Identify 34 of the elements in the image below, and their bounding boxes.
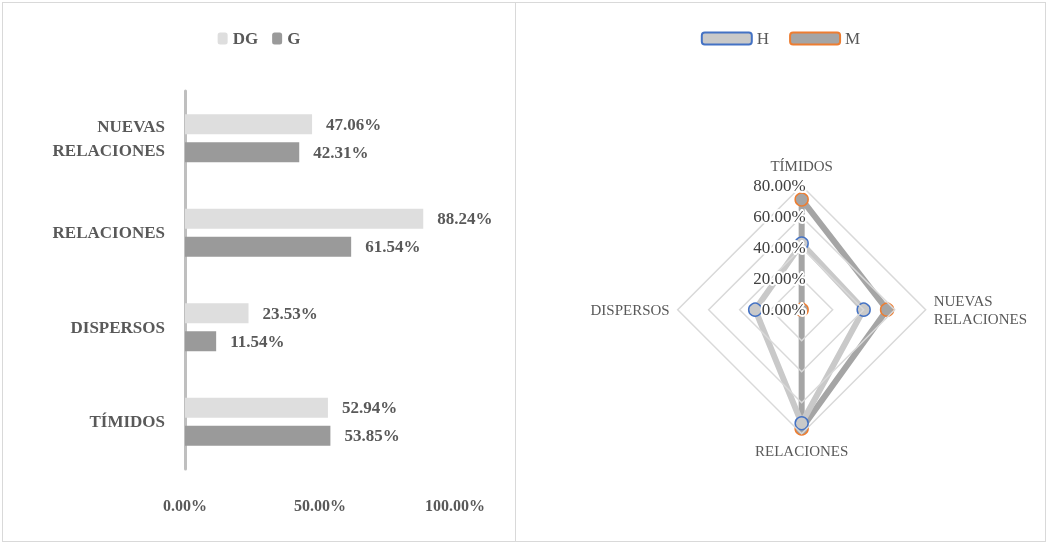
bar (185, 208, 424, 229)
x-tick-label: 0.00% (163, 496, 207, 514)
data-label: 52.94% (341, 398, 398, 418)
y-tick-label: TÍMIDOS (89, 412, 165, 432)
bar (185, 397, 328, 418)
y-tick-label: 80.00% (753, 176, 806, 196)
data-label: 53.85% (344, 426, 400, 446)
bar (185, 236, 352, 257)
data-label: 42.31% (313, 142, 369, 162)
y-tick-label: RELACIONES (52, 223, 165, 243)
spoke-label: NUEVAS RELACIONES (933, 292, 1027, 327)
data-label: 47.06% (326, 114, 382, 134)
x-tick-label: 50.00% (294, 496, 346, 514)
x-tick-label: 100.00% (425, 496, 485, 514)
y-tick-label: DISPERSOS (70, 317, 165, 337)
bar (185, 425, 331, 446)
data-label: 88.24% (437, 209, 493, 229)
spoke-label: DISPERSOS (590, 301, 670, 318)
y-tick-label: 60.00% (753, 207, 806, 227)
legend-label: M (845, 29, 861, 48)
legend-label: DG (232, 29, 259, 48)
data-label: 11.54% (230, 331, 285, 351)
legend-label: H (756, 29, 770, 48)
data-label: 61.54% (365, 237, 421, 257)
y-tick-label: 20.00% (753, 269, 806, 289)
y-tick-label: NUEVAS RELACIONES (52, 116, 165, 160)
legend-label: G (287, 29, 301, 48)
bar (185, 303, 249, 324)
bar (185, 331, 217, 352)
data-label: 23.53% (262, 303, 318, 323)
spoke-label: TÍMIDOS (770, 158, 833, 175)
y-tick-label: 40.00% (753, 238, 806, 258)
bar (185, 114, 313, 135)
bar (185, 142, 300, 163)
